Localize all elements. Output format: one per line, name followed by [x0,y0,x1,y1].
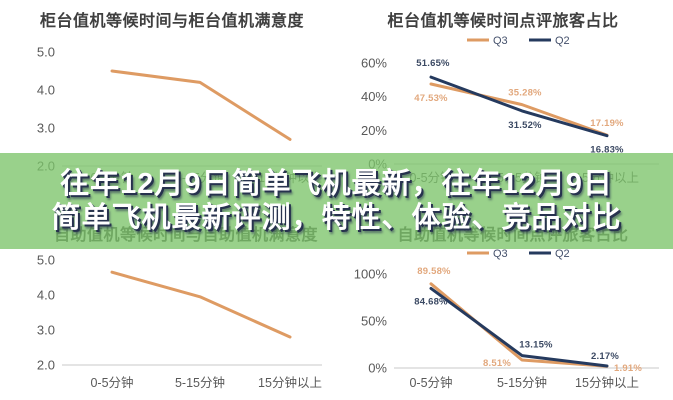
data-point-label: 13.15% [519,340,553,351]
series-line-value [110,69,292,141]
y-tick-label: 4.0 [37,288,55,303]
x-tick-label: 5-15分钟 [175,375,225,390]
x-tick-label: 0-5分钟 [409,375,452,390]
y-tick-label: 3.0 [37,323,55,338]
data-point-label: 8.51% [483,358,511,369]
y-tick-label: 20% [361,123,387,138]
data-point-label: 47.53% [414,93,448,104]
chart-panel-selfservice-wait-passenger-share: 自助值机等候时间点评旅客占比100%50%0%0-5分钟5-15分钟15分钟以上… [337,225,673,400]
x-tick-label: 15分钟以上 [258,375,322,390]
y-tick-label: 40% [361,89,387,104]
headline-line-2: 简单飞机最新评测，特性、体验、竞品对比 [51,202,622,234]
data-point-label: 16.83% [590,145,624,156]
y-tick-label: 5.0 [37,253,55,268]
chart-title: 柜台值机等候时间与柜台值机满意度 [40,11,305,30]
data-point-label: 84.68% [414,296,448,307]
line-chart-selfservice-satisfaction: 自助值机等候时间与自助值机满意度5.04.03.02.00-5分钟5-15分钟1… [37,225,322,390]
series-line-Q2 [429,75,609,138]
y-tick-label: 60% [361,56,387,71]
headline-line-1: 往年12月9日简单飞机最新，往年12月9日 [60,168,613,200]
y-tick-label: 5.0 [37,45,55,60]
y-tick-label: 4.0 [37,83,55,98]
x-tick-label: 5-15分钟 [497,375,547,390]
data-point-label: 2.17% [591,351,619,362]
y-tick-label: 3.0 [37,121,55,136]
y-tick-label: 0% [368,361,387,376]
y-tick-label: 2.0 [37,358,55,373]
headline-overlay-banner: 往年12月9日简单飞机最新，往年12月9日 简单飞机最新评测，特性、体验、竞品对… [0,153,673,249]
data-point-label: 17.19% [590,118,624,129]
x-tick-label: 15分钟以上 [575,375,639,390]
data-point-label: 51.65% [416,58,450,69]
series-line-Q3 [429,82,609,137]
legend-label-Q2: Q2 [555,35,570,47]
legend-label-Q3: Q3 [493,35,508,47]
y-tick-label: 50% [361,314,387,329]
data-point-label: 35.28% [508,88,542,99]
data-point-label: 1.91% [614,363,642,374]
data-point-label: 31.52% [508,120,542,131]
legend-label-Q2: Q2 [555,248,570,260]
data-point-label: 89.58% [417,266,451,277]
chart-title: 柜台值机等候时间点评旅客占比 [387,11,618,30]
chart-panel-selfservice-wait-vs-satisfaction: 自助值机等候时间与自助值机满意度5.04.03.02.00-5分钟5-15分钟1… [0,225,336,400]
series-line-Q2 [429,286,609,368]
line-chart-selfservice-share: 自助值机等候时间点评旅客占比100%50%0%0-5分钟5-15分钟15分钟以上… [354,225,659,390]
legend-label-Q3: Q3 [493,248,508,260]
y-tick-label: 100% [354,267,388,282]
x-tick-label: 0-5分钟 [90,375,133,390]
series-line-value [110,270,292,339]
